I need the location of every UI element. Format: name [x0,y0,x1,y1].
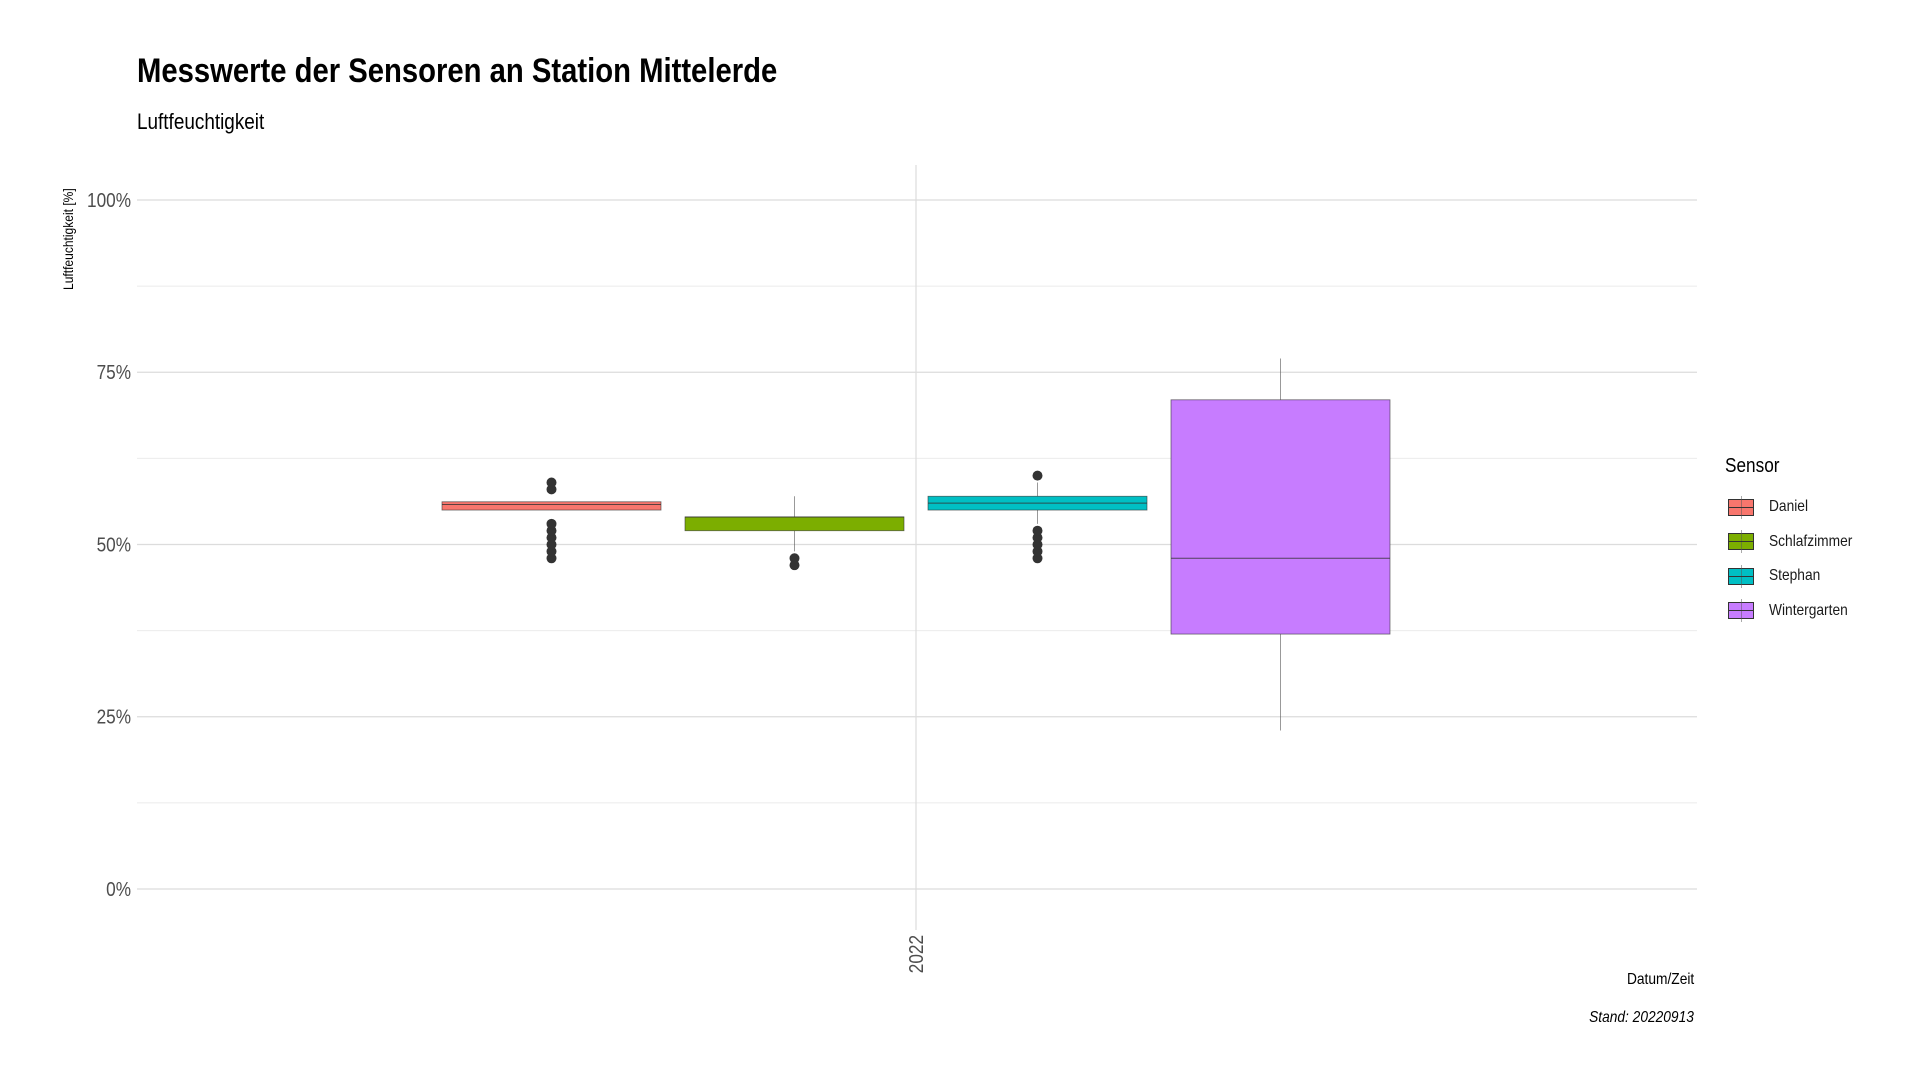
legend-key [1728,530,1754,554]
legend-label: Daniel [1769,498,1809,516]
legend-key [1728,599,1754,623]
legend-item: Schlafzimmer [1725,525,1866,560]
legend: Sensor Daniel Schlafzimmer Stephan Winterga… [1725,455,1866,628]
box-stephan-outlier [1032,470,1043,481]
box-stephan-outlier [1032,525,1043,536]
box-daniel-outlier [546,546,557,557]
box-daniel-outlier [546,525,557,536]
x-tick-label: 2022 [905,935,928,973]
box-stephan-outlier [1032,532,1043,543]
chart-caption: Stand: 20220913 [1589,1009,1694,1026]
box-stephan-outlier [1032,539,1043,550]
box-schlafzimmer [684,516,905,532]
chart-title: Messwerte der Sensoren an Station Mittel… [137,52,778,90]
y-tick-label: 25% [97,706,131,729]
box-stephan-outlier [1032,553,1043,564]
legend-item: Daniel [1725,490,1866,525]
y-tick-label: 75% [97,361,131,384]
x-axis-label: Datum/Zeit [1626,971,1694,988]
box-schlafzimmer-outlier [789,553,800,564]
y-tick-label: 0% [106,878,131,901]
box-schlafzimmer-outlier [789,560,800,571]
legend-title: Sensor [1725,455,1780,477]
legend-label: Wintergarten [1769,601,1848,619]
box-daniel-outlier [546,477,557,488]
box-daniel-outlier [546,484,557,495]
legend-items: Daniel Schlafzimmer Stephan Wintergarten [1725,490,1866,628]
legend-key [1728,495,1754,519]
box-wintergarten [1170,399,1391,635]
box-daniel-outlier [546,532,557,543]
chart-subtitle: Luftfeuchtigkeit [137,109,265,134]
y-tick-label: 50% [97,533,131,556]
box-daniel-outlier [546,518,557,529]
legend-label: Stephan [1769,567,1821,585]
box-daniel-outlier [546,553,557,564]
legend-key [1728,564,1754,588]
legend-label: Schlafzimmer [1769,532,1853,550]
y-tick-label: 100% [87,189,131,212]
legend-item: Stephan [1725,559,1866,594]
legend-item: Wintergarten [1725,594,1866,629]
box-daniel-outlier [546,539,557,550]
box-stephan-outlier [1032,546,1043,557]
box-daniel [441,501,662,511]
